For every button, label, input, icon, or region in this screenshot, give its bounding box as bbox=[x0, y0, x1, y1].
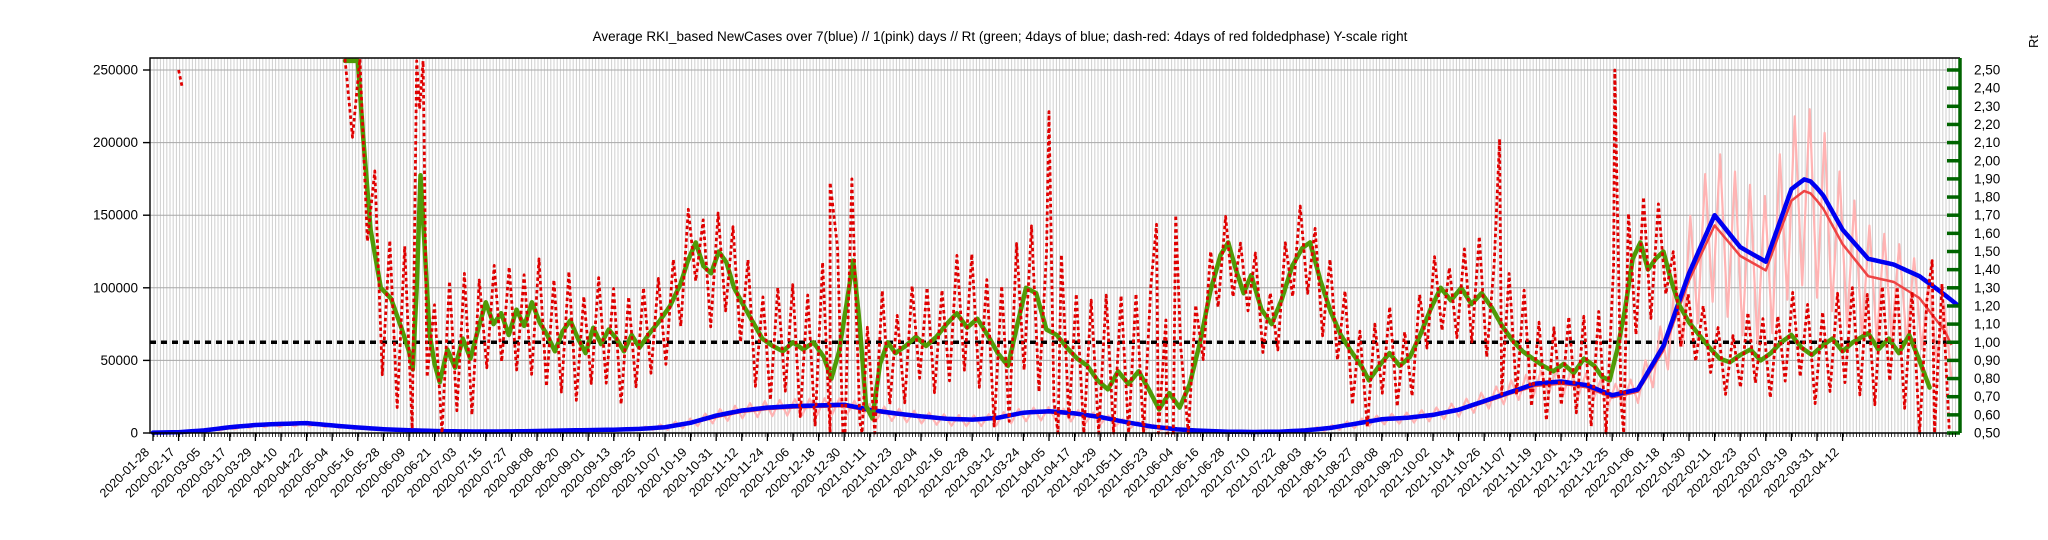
svg-text:250000: 250000 bbox=[93, 63, 138, 78]
gridlines bbox=[150, 58, 1960, 433]
svg-text:2,40: 2,40 bbox=[1974, 81, 2000, 96]
svg-text:0,60: 0,60 bbox=[1974, 407, 2000, 422]
svg-text:0,80: 0,80 bbox=[1974, 371, 2000, 386]
svg-text:0,70: 0,70 bbox=[1974, 389, 2000, 404]
svg-text:1,70: 1,70 bbox=[1974, 208, 2000, 223]
chart-title: Average RKI_based NewCases over 7(blue) … bbox=[593, 29, 1408, 44]
svg-text:150000: 150000 bbox=[93, 208, 138, 223]
svg-text:2,20: 2,20 bbox=[1974, 117, 2000, 132]
svg-text:200000: 200000 bbox=[93, 135, 138, 150]
svg-text:1,20: 1,20 bbox=[1974, 298, 2000, 313]
svg-text:1,00: 1,00 bbox=[1974, 335, 2000, 350]
svg-text:1,50: 1,50 bbox=[1974, 244, 2000, 259]
svg-text:2,30: 2,30 bbox=[1974, 99, 2000, 114]
svg-text:0,90: 0,90 bbox=[1974, 353, 2000, 368]
svg-text:100000: 100000 bbox=[93, 280, 138, 295]
svg-text:1,80: 1,80 bbox=[1974, 190, 2000, 205]
svg-text:1,60: 1,60 bbox=[1974, 226, 2000, 241]
svg-text:0,50: 0,50 bbox=[1974, 426, 2000, 441]
right-axis-title: Rt bbox=[2026, 35, 2041, 48]
svg-text:1,30: 1,30 bbox=[1974, 280, 2000, 295]
svg-text:1,10: 1,10 bbox=[1974, 317, 2000, 332]
svg-text:1,90: 1,90 bbox=[1974, 171, 2000, 186]
svg-text:50000: 50000 bbox=[100, 353, 138, 368]
data-series bbox=[150, 57, 1961, 435]
svg-text:1,40: 1,40 bbox=[1974, 262, 2000, 277]
svg-text:2,00: 2,00 bbox=[1974, 153, 2000, 168]
svg-text:2,50: 2,50 bbox=[1974, 63, 2000, 78]
svg-text:0: 0 bbox=[130, 426, 138, 441]
svg-text:2,10: 2,10 bbox=[1974, 135, 2000, 150]
